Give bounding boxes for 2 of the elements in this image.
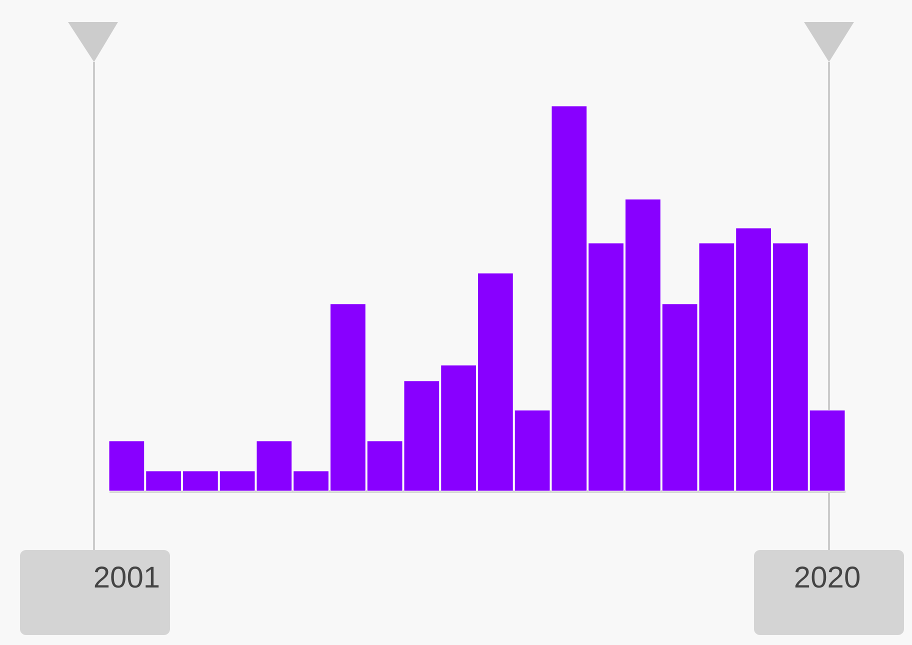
x-tick-label: 2001	[93, 562, 160, 594]
x-tick-label: 2020	[794, 562, 861, 594]
